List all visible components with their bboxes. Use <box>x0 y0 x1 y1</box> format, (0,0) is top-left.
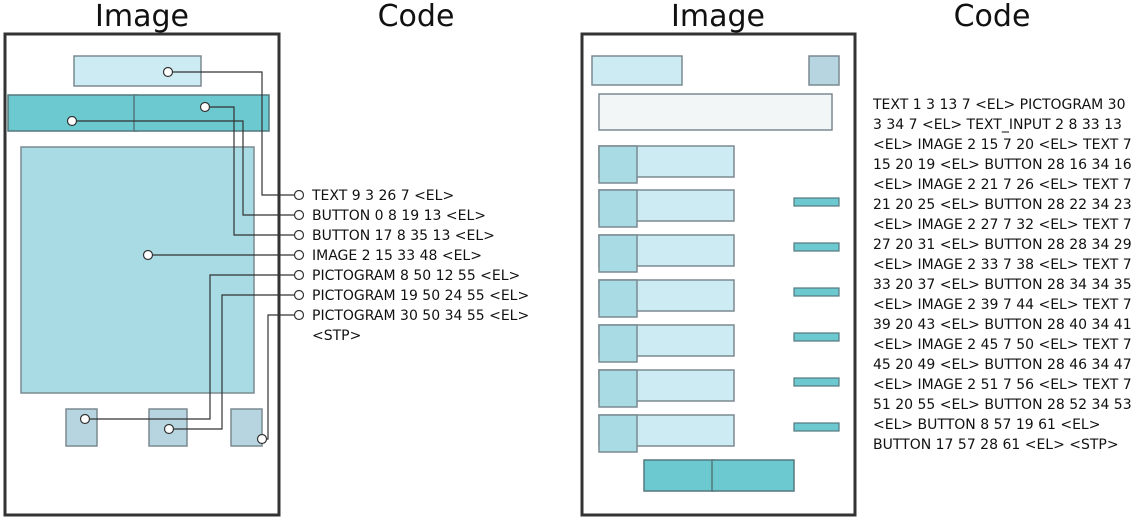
connector-button-2 <box>205 106 294 236</box>
right-text-input <box>598 93 833 131</box>
left-pictogram-3 <box>230 408 263 447</box>
dot-pictogram-2 <box>163 423 175 435</box>
row-6-button <box>793 422 840 432</box>
connector-button-1 <box>72 120 294 216</box>
right-bottom-button-1 <box>643 459 715 492</box>
dot-pictogram-1 <box>79 413 91 425</box>
row-4-button <box>793 332 840 342</box>
right-code-line: 33 20 37 <EL> BUTTON 28 34 34 35 <box>873 277 1132 293</box>
dot-code-line-1 <box>293 189 305 201</box>
dot-code-line-2 <box>293 209 305 221</box>
dot-code-line-3 <box>293 229 305 241</box>
connector-endpoints <box>66 66 305 445</box>
row-5-image <box>598 324 638 363</box>
right-code-line: <EL> IMAGE 2 39 7 44 <EL> TEXT 7 <box>873 297 1132 313</box>
right-code-line: 27 20 31 <EL> BUTTON 28 28 34 29 <box>873 237 1132 253</box>
left-image-block <box>20 146 255 394</box>
row-5-button <box>793 377 840 387</box>
dot-code-line-4 <box>293 249 305 261</box>
right-code-line: <EL> IMAGE 2 45 7 50 <EL> TEXT 7 <box>873 337 1132 353</box>
connector-lines <box>72 71 294 440</box>
left-button-2 <box>133 94 270 132</box>
row-2-image <box>598 189 638 228</box>
left-code-line: PICTOGRAM 8 50 12 55 <EL> <box>312 268 520 284</box>
row-6-image <box>598 369 638 408</box>
right-code-line: <EL> IMAGE 2 51 7 56 <EL> TEXT 7 <box>873 377 1132 393</box>
dot-code-line-5 <box>293 269 305 281</box>
right-code-line: 51 20 55 <EL> BUTTON 28 52 34 53 <box>873 397 1132 413</box>
row-1-image <box>598 145 638 184</box>
right-code-line: BUTTON 17 57 28 61 <EL> <STP> <box>873 437 1119 453</box>
dot-code-line-6 <box>293 289 305 301</box>
right-text-block <box>591 55 683 86</box>
right-pictogram <box>808 55 840 86</box>
right-code-line: 3 34 7 <EL> TEXT_INPUT 2 8 33 13 <box>873 117 1122 133</box>
row-1-button <box>793 197 840 207</box>
right-code-line: 15 20 19 <EL> BUTTON 28 16 34 16 <box>873 157 1132 173</box>
connector-pictogram-2 <box>169 294 294 430</box>
dot-button-1 <box>66 115 78 127</box>
right-code-line: 39 20 43 <EL> BUTTON 28 40 34 41 <box>873 317 1132 333</box>
dot-code-line-7 <box>293 309 305 321</box>
row-2-button <box>793 242 840 252</box>
row-3-button <box>793 287 840 297</box>
dot-text-block <box>162 66 174 78</box>
right-list-rows <box>598 145 840 453</box>
right-code-line: <EL> IMAGE 2 21 7 26 <EL> TEXT 7 <box>873 177 1132 193</box>
right-code-line: 21 20 25 <EL> BUTTON 28 22 34 23 <box>873 197 1132 213</box>
dot-image-block <box>142 249 154 261</box>
dot-button-2 <box>199 101 211 113</box>
connector-text <box>168 71 294 196</box>
right-image-heading: Image <box>671 0 765 34</box>
right-code-line: <EL> IMAGE 2 33 7 38 <EL> TEXT 7 <box>873 257 1132 273</box>
row-7-image <box>598 414 638 453</box>
left-code-line: PICTOGRAM 30 50 34 55 <EL> <box>312 308 529 324</box>
left-code-line: <STP> <box>312 328 361 344</box>
left-code-line: TEXT 9 3 26 7 <EL> <box>311 188 454 204</box>
right-code-heading: Code <box>954 0 1031 34</box>
left-code-heading: Code <box>378 0 455 34</box>
left-code-line: BUTTON 0 8 19 13 <EL> <box>312 208 486 224</box>
left-pictogram-1 <box>65 408 98 447</box>
connector-pictogram-1 <box>85 274 294 420</box>
left-text-block <box>73 55 202 87</box>
left-code-line: IMAGE 2 15 33 48 <EL> <box>312 248 482 264</box>
right-code-line: <EL> IMAGE 2 15 7 20 <EL> TEXT 7 <box>873 137 1132 153</box>
right-code-block: TEXT 1 3 13 7 <EL> PICTOGRAM 30 3 34 7 <… <box>872 97 1132 453</box>
row-4-image <box>598 279 638 318</box>
right-code-line: <EL> IMAGE 2 27 7 32 <EL> TEXT 7 <box>873 217 1132 233</box>
left-code-block: TEXT 9 3 26 7 <EL> BUTTON 0 8 19 13 <EL>… <box>311 188 529 344</box>
right-code-line: <EL> BUTTON 8 57 19 61 <EL> <box>873 417 1100 433</box>
left-image-heading: Image <box>95 0 189 34</box>
row-3-image <box>598 234 638 273</box>
left-code-line: BUTTON 17 8 35 13 <EL> <box>312 228 495 244</box>
left-code-line: PICTOGRAM 19 50 24 55 <EL> <box>312 288 529 304</box>
right-code-line: TEXT 1 3 13 7 <EL> PICTOGRAM 30 <box>872 97 1126 113</box>
right-code-line: 45 20 49 <EL> BUTTON 28 46 34 47 <box>873 357 1132 373</box>
dot-pictogram-3 <box>256 433 268 445</box>
right-bottom-button-2 <box>711 459 795 492</box>
